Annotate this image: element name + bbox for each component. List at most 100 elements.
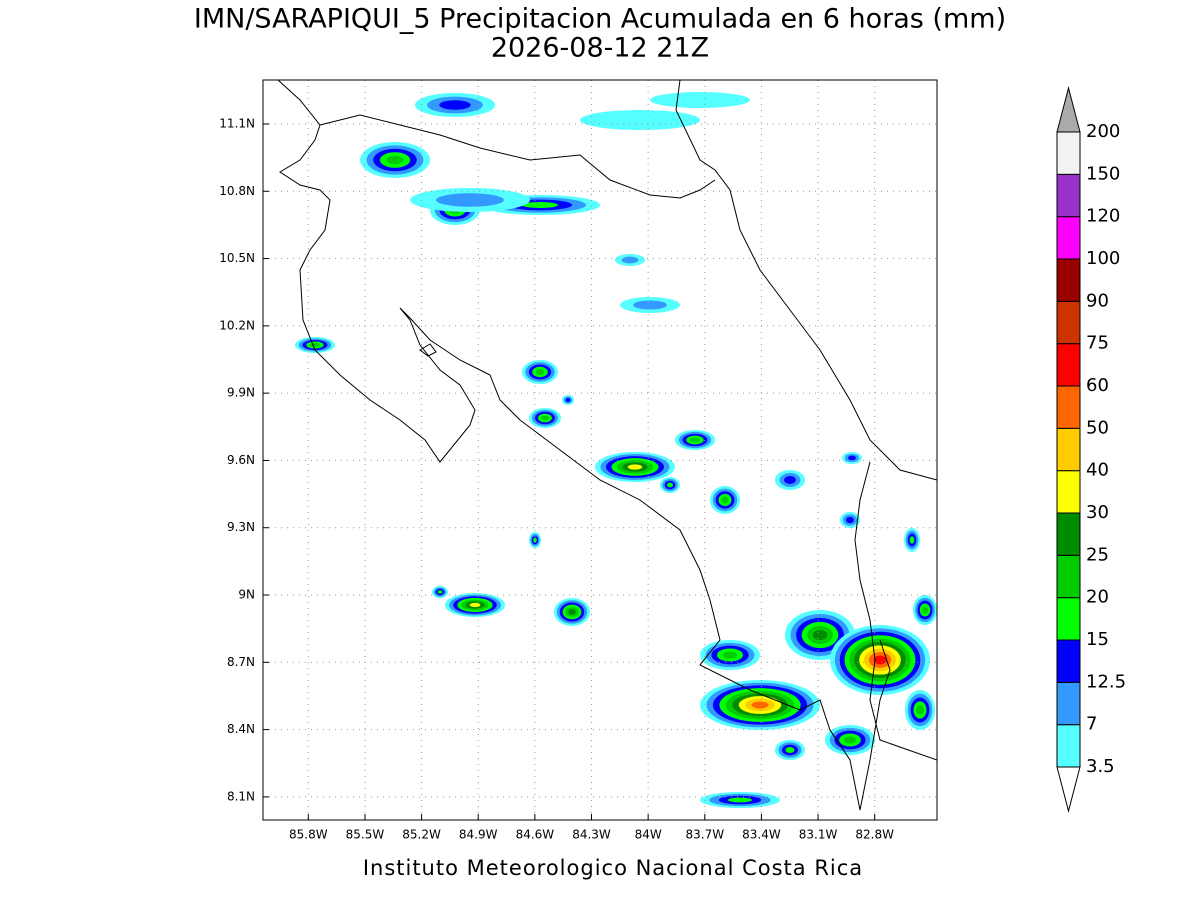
rain-area	[843, 736, 857, 744]
y-tick-label: 9.9N	[227, 386, 255, 400]
rain-area	[722, 651, 738, 659]
colorbar-segment	[1056, 173, 1081, 218]
rain-area	[751, 701, 769, 709]
rain-area	[721, 496, 729, 504]
y-tick-label: 10.2N	[219, 318, 255, 332]
colorbar-label: 150	[1086, 163, 1120, 184]
rain-area	[690, 437, 700, 443]
rain-area	[633, 300, 667, 310]
caribbean-coast	[675, 80, 937, 481]
colorbar-segment	[1056, 427, 1081, 472]
colorbar-label: 30	[1086, 502, 1109, 523]
precipitation	[295, 92, 937, 808]
rain-area	[909, 536, 915, 544]
y-tick-label: 9.3N	[227, 520, 255, 534]
colorbar-label: 100	[1086, 248, 1120, 269]
x-tick-label: 84.6W	[516, 828, 555, 842]
x-tick-label: 85.8W	[289, 828, 328, 842]
lake	[419, 343, 437, 357]
colorbar-label: 3.5	[1086, 756, 1115, 777]
colorbar-segment	[1056, 131, 1081, 175]
rain-area	[437, 590, 443, 594]
colorbar-segment	[1056, 385, 1081, 429]
plot-frame	[262, 79, 938, 821]
rain-area	[627, 464, 643, 470]
x-tick-label: 83.1W	[799, 828, 838, 842]
colorbar-segment	[1056, 639, 1081, 683]
rain-area	[666, 482, 674, 488]
colorbar-label: 7	[1086, 714, 1097, 735]
colorbar-label: 60	[1086, 375, 1109, 396]
colorbar-segment	[1056, 343, 1081, 387]
colorbar-segment	[1056, 216, 1081, 260]
x-tick-label: 83.7W	[685, 828, 724, 842]
grid: 85.8W 85.5W 85.2W 84.9W 84.6W 84.3W 84W 83.7W 83…	[219, 80, 937, 842]
rain-area	[812, 629, 828, 641]
rain-area	[873, 655, 887, 665]
south-border	[854, 461, 937, 761]
rain-area	[568, 609, 576, 615]
plot-area: 85.8W 85.5W 85.2W 84.9W 84.6W 84.3W 84W 83.7W 83…	[219, 79, 938, 842]
x-tick-label: 83.4W	[742, 828, 781, 842]
colorbar-segment	[1056, 258, 1081, 302]
colorbar-label: 75	[1086, 333, 1109, 354]
rain-area	[922, 606, 928, 614]
colorbar-segment	[1056, 300, 1081, 345]
subtitle: 2026-08-12 21Z	[491, 33, 709, 64]
rain-area	[916, 705, 924, 715]
rain-area	[727, 797, 753, 803]
rain-area	[535, 369, 545, 375]
colorbar-label: 15	[1086, 629, 1109, 650]
y-tick-label: 11.1N	[219, 116, 255, 130]
y-tick-label: 8.7N	[227, 655, 255, 669]
rain-area	[386, 155, 404, 165]
x-tick-label: 85.5W	[346, 828, 385, 842]
colorbar-segment	[1056, 512, 1081, 556]
colorbar-segment	[1056, 554, 1081, 599]
y-tick-label: 8.1N	[227, 789, 255, 803]
colorbar-over	[1056, 86, 1081, 133]
rain-area	[541, 415, 549, 421]
x-tick-label: 82.8W	[855, 828, 894, 842]
rain-area	[565, 398, 571, 402]
colorbar-label: 200	[1086, 121, 1120, 142]
y-tick-label: 9.6N	[227, 453, 255, 467]
colorbar-segment	[1056, 597, 1081, 641]
colorbar-segment	[1056, 681, 1081, 726]
y-tick-label: 10.8N	[219, 184, 255, 198]
colorbar-segment	[1056, 470, 1081, 514]
x-tick-label: 85.2W	[402, 828, 441, 842]
colorbar-segment	[1056, 724, 1081, 768]
colorbar-label: 40	[1086, 460, 1109, 481]
y-tick-label: 8.4N	[227, 722, 255, 736]
rain-area	[580, 110, 700, 130]
rain-area	[784, 476, 796, 484]
x-tick-label: 84.9W	[459, 828, 498, 842]
footer: Instituto Meteorologico Nacional Costa R…	[363, 856, 863, 880]
title: IMN/SARAPIQUI_5 Precipitacion Acumulada …	[194, 4, 1006, 35]
pacific-coast	[277, 80, 891, 811]
north-border	[319, 114, 716, 199]
rain-area	[785, 746, 795, 754]
y-tick-label: 9N	[238, 588, 255, 602]
colorbar-label: 120	[1086, 206, 1120, 227]
colorbar-label: 90	[1086, 290, 1109, 311]
x-tick-label: 84W	[635, 828, 662, 842]
rain-area	[436, 193, 504, 207]
rain-area	[469, 602, 481, 608]
rain-area	[848, 455, 856, 461]
rain-area	[650, 92, 750, 108]
colorbar-label: 20	[1086, 587, 1109, 608]
rain-area	[533, 537, 537, 543]
colorbar: 3.5 7 12.5 15 20 25 30 40 50 60 75 90 100 120 150 200	[1056, 86, 1126, 813]
colorbar-label: 12.5	[1086, 671, 1126, 692]
rain-area	[846, 516, 854, 524]
x-tick-label: 84.3W	[572, 828, 611, 842]
rain-area	[621, 256, 639, 264]
colorbar-under	[1056, 766, 1081, 813]
colorbar-label: 50	[1086, 417, 1109, 438]
rain-area	[521, 201, 559, 209]
rain-area	[439, 100, 471, 110]
rain-area	[310, 343, 320, 347]
